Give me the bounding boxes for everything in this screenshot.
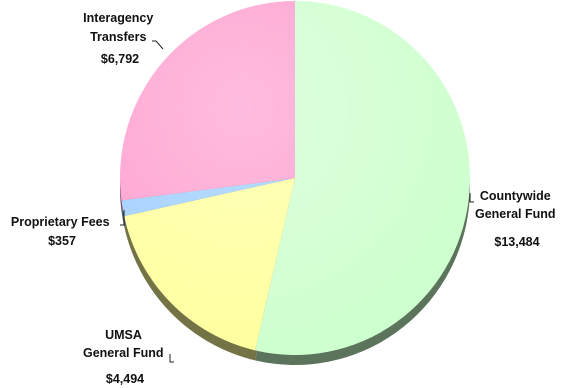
label-umsa: UMSA General Fund $4,494: [83, 328, 167, 386]
label-umsa-value: $4,494: [106, 372, 144, 386]
label-countywide-value: $13,484: [494, 235, 539, 249]
label-interagency-line1: Interagency: [83, 11, 153, 25]
label-interagency: Interagency Transfers $6,792: [83, 11, 157, 66]
label-countywide-line2: General Fund: [475, 207, 556, 221]
pie-slices-group: [120, 1, 470, 355]
label-proprietary-value: $357: [48, 234, 76, 248]
label-interagency-value: $6,792: [101, 52, 139, 66]
label-umsa-line2: General Fund: [83, 346, 164, 360]
leader-line-umsa: [169, 354, 174, 363]
label-countywide-line1: Countywide: [480, 189, 551, 203]
label-countywide: Countywide General Fund $13,484: [475, 189, 559, 249]
label-interagency-line2: Transfers: [90, 30, 146, 44]
label-proprietary-line1: Proprietary Fees: [11, 215, 110, 229]
leader-line-countywide: [469, 193, 474, 203]
leader-line-interagency: [152, 40, 164, 50]
leader-line-proprietary: [120, 210, 125, 226]
label-proprietary: Proprietary Fees $357: [11, 215, 113, 248]
label-umsa-line1: UMSA: [105, 328, 142, 342]
